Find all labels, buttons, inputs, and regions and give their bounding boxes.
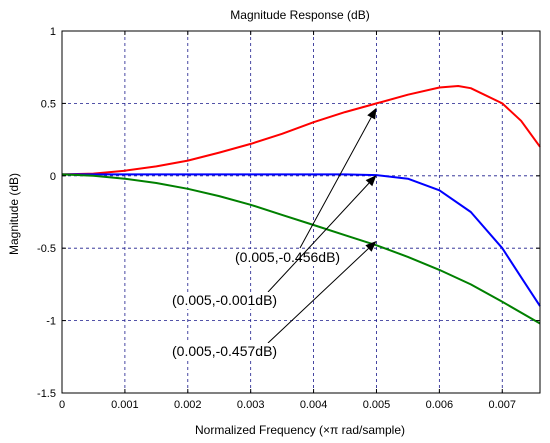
axis-ticks: 0 0.001 0.002 0.003 0.004 0.005 0.006 0.007 -1.5…	[37, 26, 540, 411]
annotation-arrow-head	[365, 175, 377, 187]
x-tick-label: 0.007	[488, 399, 516, 411]
y-tick-label: 0.5	[41, 98, 56, 110]
y-tick-label: 0	[50, 171, 56, 183]
annotation-background	[233, 249, 361, 266]
y-tick-label: -1	[46, 316, 56, 328]
annotation-label: (0.005,-0.001dB)	[172, 292, 277, 308]
chart-title: Magnitude Response (dB)	[230, 8, 369, 22]
annotation-label: (0.005,-0.456dB)	[235, 249, 340, 265]
grid	[62, 31, 540, 393]
annotation-background	[170, 343, 298, 360]
x-axis-label: Normalized Frequency (×π rad/sample)	[195, 423, 405, 437]
annotation-arrow-head	[365, 240, 377, 252]
x-tick-label: 0	[59, 399, 65, 411]
annotations: (0.005,-0.456dB) (0.005,-0.001dB) (0.005,-…	[170, 107, 377, 360]
annotation-background	[170, 292, 298, 309]
x-tick-label: 0.001	[111, 399, 139, 411]
plot-frame	[61, 30, 541, 394]
x-tick-label: 0.004	[300, 399, 328, 411]
series-line	[61, 85, 541, 176]
annotation-arrow-line	[267, 182, 370, 293]
annotation-arrow-head	[367, 107, 377, 120]
y-tick-label: -0.5	[37, 243, 56, 255]
y-axis-label: Magnitude (dB)	[7, 173, 21, 255]
annotation-label: (0.005,-0.457dB)	[172, 343, 277, 359]
x-tick-label: 0.005	[363, 399, 391, 411]
series-lines	[61, 85, 541, 325]
x-tick-label: 0.002	[174, 399, 202, 411]
annotation-arrow-line	[299, 117, 372, 249]
y-tick-label: 1	[50, 26, 56, 38]
annotation-arrow-line	[267, 248, 369, 344]
x-tick-label: 0.003	[237, 399, 265, 411]
x-tick-label: 0.006	[426, 399, 454, 411]
series-line	[62, 173, 541, 307]
y-tick-label: -1.5	[37, 388, 56, 400]
series-line	[61, 173, 541, 325]
